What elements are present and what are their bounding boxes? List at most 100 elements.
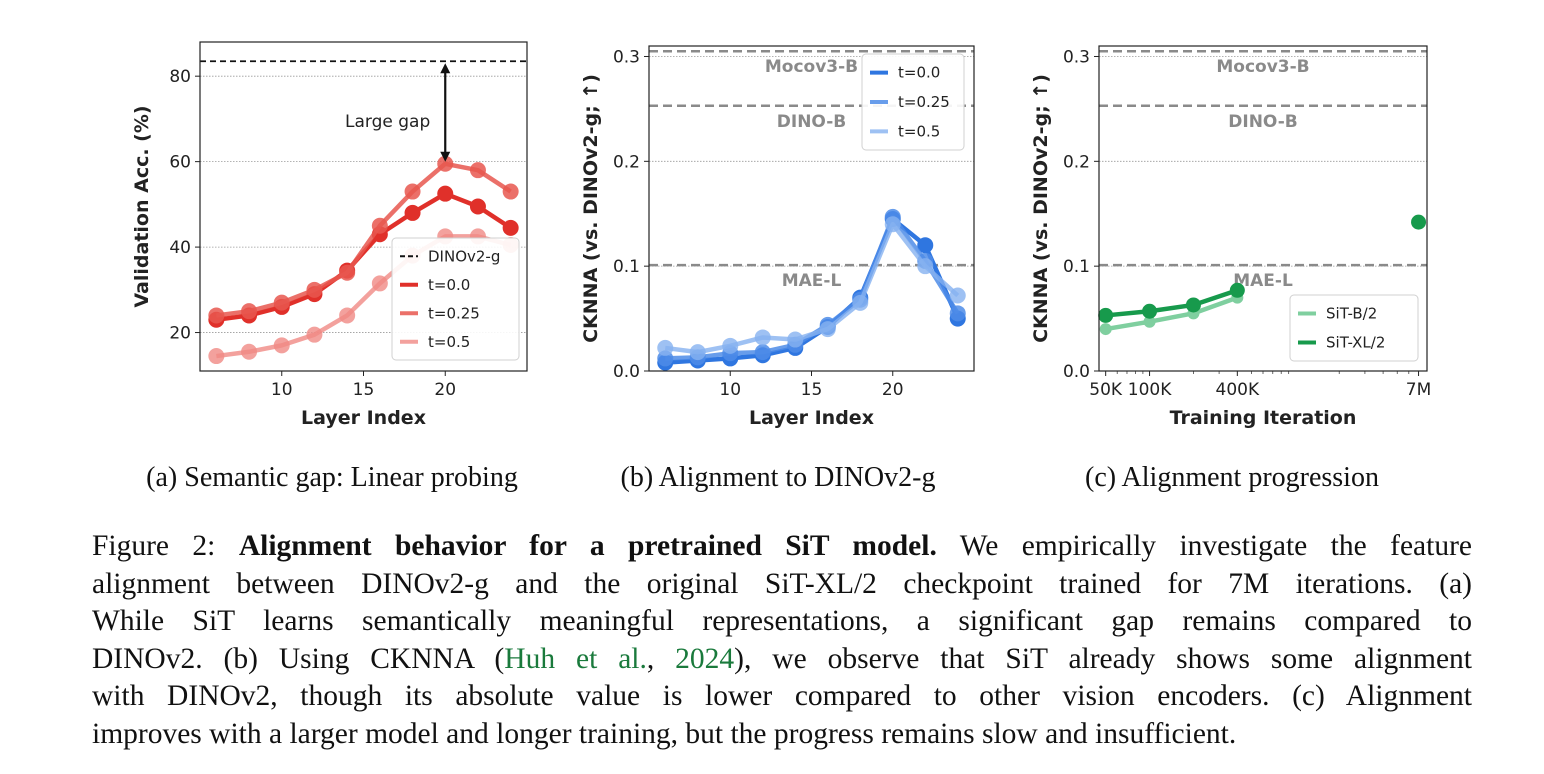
data-point	[502, 219, 519, 236]
x-tick-label: 100K	[1128, 380, 1172, 400]
caption-text-6: ), we observe that SiT already shows som…	[734, 642, 1473, 675]
y-tick-label: 80	[169, 67, 191, 87]
data-point	[404, 204, 421, 221]
reference-line-label: Mocov3-B	[1216, 57, 1309, 77]
data-point	[339, 307, 356, 324]
data-point	[917, 258, 934, 275]
figure: 20 40 60 80 10 15 20 Large gap DINOv2-g t=0.0 t=0.…	[131, 41, 1431, 493]
series-line	[216, 161, 512, 318]
citation-link-year[interactable]: 2024	[675, 642, 735, 675]
y-tick-label: 0.1	[613, 257, 640, 277]
data-point	[852, 294, 869, 311]
data-point	[1411, 214, 1427, 230]
series-line	[1105, 288, 1239, 318]
caption-text-4: DINOv2. (b) Using CKNNA (	[92, 642, 505, 675]
data-point	[949, 287, 966, 304]
caption-title: Alignment behavior for a pretrained SiT …	[238, 530, 937, 562]
x-tick-label: 20	[434, 380, 456, 400]
legend-entry: t=0.0	[898, 64, 940, 82]
data-point	[949, 305, 966, 322]
data-point	[1142, 303, 1158, 319]
data-point	[754, 344, 771, 361]
series-line	[1105, 295, 1239, 332]
legend-entry: SiT-B/2	[1326, 305, 1377, 323]
data-point	[241, 343, 258, 360]
data-point	[502, 183, 519, 200]
series-line	[664, 221, 960, 355]
data-point	[754, 329, 771, 346]
caption-text-5: ,	[646, 642, 676, 675]
panel-c-progression: 0.0 0.1 0.2 0.3 50K 100K 400K 7M Mocov3-B DINO-B M…	[1030, 45, 1431, 493]
y-tick-label: 0.3	[613, 47, 640, 67]
data-point	[273, 337, 290, 354]
data-point	[306, 281, 323, 298]
caption-text-7: with DINOv2, though its absolute value i…	[92, 680, 1472, 712]
data-point	[1143, 315, 1156, 328]
x-tick-label: 50K	[1089, 380, 1123, 400]
data-point	[469, 198, 486, 215]
y-tick-label: 0.0	[613, 362, 640, 382]
legend-box	[391, 237, 520, 361]
legend-box	[861, 53, 965, 151]
data-point	[1185, 297, 1201, 313]
legend-entry: SiT-XL/2	[1326, 334, 1385, 352]
subfigure-caption: (b) Alignment to DINOv2-g	[621, 462, 936, 493]
data-point	[469, 162, 486, 179]
data-point	[722, 337, 739, 354]
citation-link-author[interactable]: Huh et al.	[504, 642, 647, 675]
large-gap-annotation: Large gap	[345, 112, 430, 132]
data-point	[404, 183, 421, 200]
data-point	[208, 307, 225, 324]
legend-entry: t=0.25	[428, 304, 480, 322]
legend-entry: DINOv2-g	[428, 247, 500, 265]
y-tick-label: 0.2	[1063, 152, 1090, 172]
x-tick-label: 400K	[1216, 380, 1260, 400]
data-point	[657, 339, 674, 356]
data-point	[1229, 282, 1245, 298]
data-point	[1098, 307, 1114, 323]
subfigure-caption: (a) Semantic gap: Linear probing	[146, 462, 518, 493]
data-point	[208, 348, 225, 365]
x-axis-label: Layer Index	[749, 407, 874, 429]
reference-line-label: Mocov3-B	[765, 57, 858, 77]
y-tick-label: 0.1	[1063, 257, 1090, 277]
panel-b-alignment: 0.0 0.1 0.2 0.3 10 15 20 Mocov3-B DINO-B MAE-L t=0…	[580, 45, 975, 493]
x-tick-label: 15	[801, 380, 823, 400]
y-axis-label: CKNNA (vs. DINOv2-g; ↑)	[1030, 74, 1052, 343]
y-axis-label: CKNNA (vs. DINOv2-g; ↑)	[580, 74, 602, 343]
x-tick-label: 15	[353, 380, 375, 400]
data-point	[437, 155, 454, 172]
caption-text-8: improves with a larger model and longer …	[92, 717, 1237, 750]
reference-line-label: MAE-L	[782, 271, 842, 291]
reference-line-label: DINO-B	[1228, 112, 1297, 132]
panel-a-linear-probing: 20 40 60 80 10 15 20 Large gap DINOv2-g t=0.0 t=0.…	[131, 41, 528, 493]
data-point	[884, 216, 901, 233]
legend-entry: t=0.25	[898, 93, 950, 111]
series-line	[216, 234, 512, 359]
legend-entry: t=0.0	[428, 276, 470, 294]
caption-label: Figure 2:	[92, 530, 216, 562]
y-tick-label: 0.0	[1063, 362, 1090, 382]
reference-line-label: DINO-B	[777, 112, 846, 132]
plot-frame	[199, 41, 528, 372]
data-point	[787, 331, 804, 348]
reference-line-label: MAE-L	[1233, 271, 1293, 291]
legend-entry: t=0.5	[428, 333, 470, 351]
y-tick-label: 20	[169, 324, 191, 344]
data-point	[371, 275, 388, 292]
y-tick-label: 0.3	[1063, 47, 1090, 67]
data-point	[689, 344, 706, 361]
x-tick-label: 10	[719, 380, 741, 400]
data-point	[371, 217, 388, 234]
data-point	[306, 326, 323, 343]
y-tick-label: 0.2	[613, 152, 640, 172]
y-tick-label: 40	[169, 238, 191, 258]
data-point	[917, 237, 934, 254]
caption-text-3: While SiT learns semantically meaningful…	[92, 605, 1472, 637]
data-point	[273, 294, 290, 311]
y-tick-label: 60	[169, 153, 191, 173]
gap-arrow-head-bottom	[440, 151, 451, 162]
caption-text-2: alignment between DINOv2-g and the origi…	[92, 567, 1472, 600]
x-tick-label: 7M	[1406, 380, 1431, 400]
subfigure-caption: (c) Alignment progression	[1085, 462, 1379, 493]
